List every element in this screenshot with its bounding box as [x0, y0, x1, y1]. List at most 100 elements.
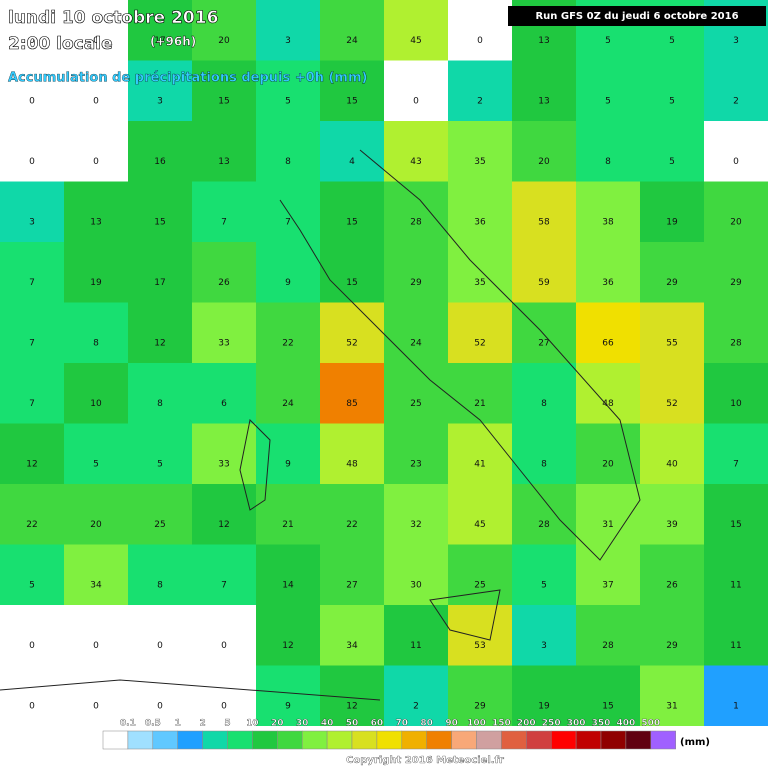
precip-cell — [0, 665, 65, 727]
legend-label: 200 — [517, 719, 536, 729]
precip-cell — [448, 302, 513, 364]
precip-cell — [512, 665, 577, 727]
precip-value: 28 — [538, 520, 550, 530]
precip-cell — [576, 423, 641, 485]
legend-swatch — [526, 730, 552, 750]
precip-cell — [128, 181, 193, 243]
precip-cell — [448, 665, 513, 727]
title-date: lundi 10 octobre 2016 — [8, 8, 218, 28]
precip-cell — [0, 302, 65, 364]
precip-value: 4 — [349, 157, 355, 167]
precip-value: 32 — [410, 520, 421, 530]
precip-value: 15 — [602, 701, 613, 711]
precip-cell — [448, 181, 513, 243]
precip-cell — [512, 544, 577, 606]
precip-cell — [704, 242, 768, 303]
precip-value: 7 — [733, 459, 739, 469]
precip-cell — [576, 302, 641, 364]
precip-cell — [576, 605, 641, 666]
precip-value: 3 — [285, 36, 291, 46]
precip-cell — [640, 302, 705, 364]
precip-cell — [320, 60, 385, 122]
precip-cell — [0, 121, 65, 182]
precip-cell — [128, 302, 193, 364]
legend-swatch — [227, 730, 253, 750]
precip-value: 40 — [666, 459, 678, 469]
precip-cell — [256, 484, 321, 545]
precip-value: 13 — [90, 217, 101, 227]
precip-value: 0 — [733, 157, 739, 167]
precip-value: 7 — [285, 217, 291, 227]
legend-label: 400 — [617, 719, 636, 729]
legend: 0.1 0.5 1 2 5 10 20 30 40 50 60 70 80 90 100 150 200 250 3… — [102, 718, 676, 750]
precip-value: 35 — [474, 157, 485, 167]
precip-cell — [640, 242, 705, 303]
precip-cell — [256, 121, 321, 182]
precip-value: 20 — [90, 520, 102, 530]
precip-value: 8 — [93, 338, 99, 348]
precip-value: 29 — [410, 278, 422, 288]
precip-cell — [256, 363, 321, 424]
precip-value: 27 — [538, 338, 549, 348]
precip-cell — [192, 242, 257, 303]
precip-cell — [64, 665, 129, 727]
legend-label: 1 — [175, 719, 181, 729]
precip-value: 37 — [602, 580, 613, 590]
precip-value: 5 — [541, 580, 547, 590]
precip-cell — [640, 423, 705, 485]
precip-value: 3 — [157, 96, 163, 106]
precip-cell — [192, 423, 257, 485]
precip-value: 11 — [730, 580, 741, 590]
legend-label: 60 — [371, 719, 384, 729]
precip-cell — [128, 605, 193, 666]
precip-value: 27 — [346, 580, 357, 590]
precip-cell — [704, 363, 768, 424]
precip-cell — [320, 121, 385, 182]
precip-value: 11 — [730, 641, 741, 651]
legend-label: 70 — [396, 719, 409, 729]
precip-cell — [64, 484, 129, 545]
precip-cell — [320, 484, 385, 545]
precip-value: 19 — [90, 278, 102, 288]
precip-value: 7 — [29, 338, 35, 348]
precip-value: 25 — [474, 580, 485, 590]
precip-value: 20 — [218, 36, 230, 46]
precip-cell — [0, 363, 65, 424]
precip-cell — [384, 181, 449, 243]
precip-value: 21 — [282, 520, 293, 530]
legend-swatch — [326, 730, 353, 750]
precip-value: 29 — [666, 278, 678, 288]
precip-value: 0 — [93, 701, 99, 711]
legend-swatch — [575, 730, 602, 750]
precip-cell — [256, 665, 321, 727]
precip-value: 12 — [26, 459, 37, 469]
precip-cell — [512, 605, 577, 666]
precip-cell — [384, 0, 449, 61]
precip-cell — [64, 605, 129, 666]
precip-value: 9 — [285, 278, 291, 288]
precip-cell — [0, 181, 65, 243]
precip-cell — [0, 544, 65, 606]
precip-value: 24 — [282, 399, 294, 409]
precip-cell — [0, 605, 65, 666]
precip-cell — [448, 484, 513, 545]
legend-swatch — [102, 730, 129, 750]
precip-value: 0 — [157, 641, 163, 651]
precip-cell — [384, 605, 449, 666]
precip-value: 7 — [29, 278, 35, 288]
precip-cell — [384, 665, 449, 727]
precip-cell — [320, 363, 385, 424]
precip-cell — [640, 605, 705, 666]
precip-value: 38 — [602, 217, 614, 227]
precip-value: 0 — [29, 641, 35, 651]
precip-value: 0 — [93, 96, 99, 106]
precip-cell — [128, 242, 193, 303]
precip-value: 17 — [154, 278, 165, 288]
precip-value: 0 — [221, 641, 227, 651]
precip-cell — [640, 665, 705, 727]
precip-value: 15 — [154, 217, 165, 227]
precip-value: 0 — [221, 701, 227, 711]
precip-cell — [64, 121, 129, 182]
precip-value: 20 — [538, 157, 550, 167]
